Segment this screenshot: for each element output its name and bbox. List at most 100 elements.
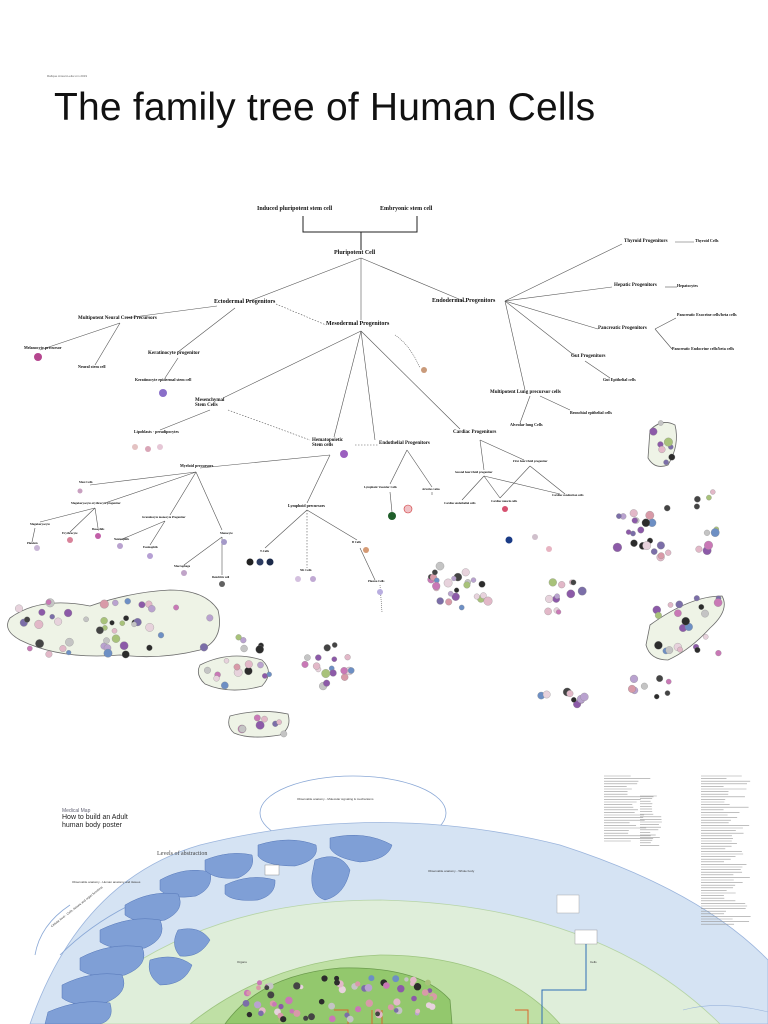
poster-cell: [421, 989, 429, 996]
cell-photo: [677, 646, 683, 653]
poster-cell: [355, 981, 361, 987]
cell-photo: [706, 494, 712, 501]
cell-photo: [571, 697, 577, 703]
poster-cell: [254, 1001, 262, 1009]
poster-cell: [375, 1011, 380, 1017]
cell-photo: [470, 577, 477, 583]
cell-photo: [262, 673, 268, 679]
cell-photo: [701, 609, 709, 618]
poster-cell: [411, 995, 417, 1002]
nk-cells-label: NK Cells: [300, 568, 312, 572]
cell-photo: [616, 513, 622, 519]
cell-photo: [315, 654, 322, 661]
cell-photo: [435, 561, 445, 571]
cell-photo: [656, 675, 664, 682]
poster-cell: [410, 981, 415, 987]
cell-photo: [612, 542, 622, 552]
cell-photo: [35, 639, 44, 648]
cell-photo: [45, 599, 52, 605]
neural-stem-label: Neural stem cell: [78, 364, 106, 369]
bronchial-label: Bronchial epithelial cells: [570, 410, 612, 415]
cell-photo: [233, 663, 241, 671]
cell-photo: [577, 586, 587, 596]
poster-cell: [368, 975, 375, 982]
cell-photo: [654, 693, 660, 700]
cell-photo: [65, 637, 74, 647]
gut-epithelial-label: Gut Epithelial cells: [603, 377, 636, 382]
cell-photo: [331, 656, 338, 662]
cell-photo: [668, 453, 676, 461]
cell-photo: [667, 602, 674, 608]
myeloid-label: Myeloid precursors: [180, 463, 214, 468]
pancreatic-progenitors-label: Pancreatic Progenitors: [598, 326, 647, 331]
cell-photo: [447, 590, 454, 597]
cell-photo: [206, 614, 214, 622]
cell-photo: [221, 681, 229, 690]
cell-photo: [566, 589, 576, 599]
hepatocytes-label: Hepatocytes: [677, 283, 698, 288]
cell-photo: [304, 654, 311, 661]
cell-photo: [59, 645, 67, 653]
cell-photo: [675, 600, 684, 609]
keratinocyte-progenitor-label: Keratinocyte progenitor: [148, 351, 200, 356]
poster-cell: [246, 1011, 253, 1018]
thyroid-cells-label: Thyroid Cells: [695, 238, 719, 243]
lymphoid-label: Lymphoid precursors: [288, 503, 325, 508]
poster-cell: [383, 982, 390, 989]
cell-photo: [240, 644, 248, 653]
pluripotent-cell-label: Pluripotent Cell: [334, 250, 376, 256]
poster-cell: [257, 980, 262, 986]
cell-photo: [664, 690, 671, 696]
cell-photo: [703, 529, 711, 536]
cell-photo: [157, 632, 165, 639]
cell-photo: [276, 719, 282, 725]
cell-photo: [340, 667, 348, 675]
cell-photo: [681, 617, 690, 626]
cell-photo: [483, 596, 493, 606]
granulocyte-monocyte-label: Granulocyte monocyte Progenitor: [142, 515, 186, 519]
lymphatic-label: Lymphatic Vascular Cells: [364, 485, 397, 489]
cell-photo: [625, 529, 632, 535]
poster-cell: [397, 985, 405, 993]
cell-photo: [713, 598, 723, 607]
poster-cell: [365, 999, 373, 1007]
cell-photo: [657, 552, 665, 560]
pancreatic-exocrine-label: Pancreatic Exocrine cells/beta cells: [677, 312, 737, 317]
poster-cell: [334, 979, 340, 986]
cell-photo: [478, 580, 486, 588]
cell-photo: [665, 646, 674, 654]
second-heart-label: Second heart field progenitor: [455, 470, 493, 474]
cell-photo: [83, 616, 89, 623]
cell-photo: [223, 658, 230, 664]
basophils-label: Basophils: [92, 527, 105, 531]
poster-cell: [303, 1015, 309, 1021]
poster-cell: [272, 1001, 277, 1007]
cell-photo: [436, 597, 444, 605]
cell-photo: [663, 459, 669, 466]
cell-photo: [542, 690, 551, 699]
endothelial-label: Endothelial Progenitors: [379, 441, 430, 446]
cell-photo: [111, 628, 118, 634]
cell-photo: [235, 634, 242, 641]
cells-label: Cells: [590, 960, 597, 964]
cell-photo: [458, 604, 465, 611]
cell-photo: [213, 675, 220, 682]
poster-cell: [289, 1008, 295, 1014]
poster-legend-lines: [604, 775, 751, 925]
poster-cell: [318, 998, 325, 1005]
cell-photo: [664, 504, 671, 512]
poster-cell: [334, 975, 340, 981]
cell-photo: [629, 674, 639, 683]
cell-photo: [244, 660, 253, 669]
cell-photo: [658, 445, 666, 454]
poster-cell: [285, 996, 293, 1005]
cell-photo: [347, 667, 355, 674]
cell-photo: [566, 690, 574, 698]
cell-photo: [261, 715, 268, 723]
cell-photo-clusters: [7, 422, 725, 738]
poster-cell: [404, 977, 409, 982]
poster-cell: [278, 1003, 284, 1010]
mesodermal-progenitors-label: Mesodermal Progenitors: [326, 321, 390, 327]
poster-cell: [280, 1016, 287, 1023]
